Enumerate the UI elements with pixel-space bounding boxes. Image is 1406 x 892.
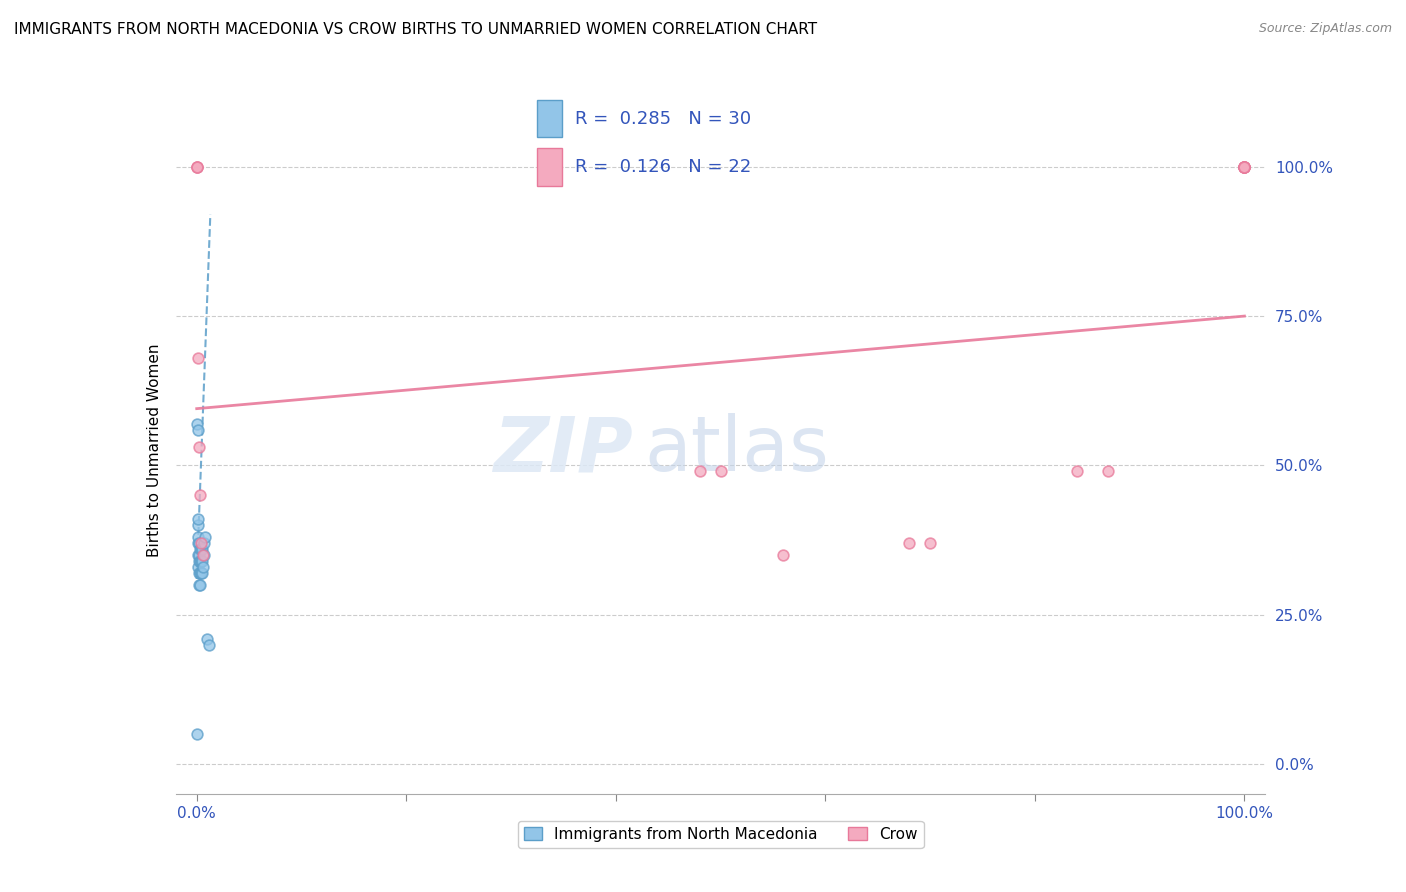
- Immigrants from North Macedonia: [188, 554, 211, 568]
- Crow: [1233, 160, 1256, 174]
- Immigrants from North Macedonia: [190, 554, 212, 568]
- Text: IMMIGRANTS FROM NORTH MACEDONIA VS CROW BIRTHS TO UNMARRIED WOMEN CORRELATION CH: IMMIGRANTS FROM NORTH MACEDONIA VS CROW …: [14, 22, 817, 37]
- Crow: [186, 160, 208, 174]
- Immigrants from North Macedonia: [187, 548, 209, 562]
- Immigrants from North Macedonia: [195, 632, 218, 646]
- Immigrants from North Macedonia: [187, 566, 209, 580]
- Crow: [772, 548, 794, 562]
- Immigrants from North Macedonia: [191, 541, 214, 556]
- Immigrants from North Macedonia: [188, 566, 211, 580]
- Immigrants from North Macedonia: [198, 638, 221, 652]
- Immigrants from North Macedonia: [187, 423, 209, 437]
- Crow: [1233, 160, 1256, 174]
- Crow: [186, 160, 208, 174]
- Immigrants from North Macedonia: [191, 566, 214, 580]
- Text: atlas: atlas: [644, 414, 830, 487]
- Crow: [1233, 160, 1256, 174]
- Y-axis label: Births to Unmarried Women: Births to Unmarried Women: [146, 343, 162, 558]
- Immigrants from North Macedonia: [187, 548, 209, 562]
- Immigrants from North Macedonia: [191, 560, 214, 574]
- Immigrants from North Macedonia: [187, 518, 209, 533]
- Immigrants from North Macedonia: [188, 578, 211, 592]
- Crow: [1233, 160, 1256, 174]
- Crow: [187, 441, 209, 455]
- Crow: [190, 536, 212, 550]
- Immigrants from North Macedonia: [190, 541, 212, 556]
- Crow: [1233, 160, 1256, 174]
- Crow: [186, 160, 208, 174]
- Immigrants from North Macedonia: [187, 530, 209, 544]
- Immigrants from North Macedonia: [187, 536, 209, 550]
- Crow: [689, 464, 711, 478]
- Crow: [898, 536, 921, 550]
- Immigrants from North Macedonia: [187, 536, 209, 550]
- Immigrants from North Macedonia: [187, 554, 209, 568]
- Immigrants from North Macedonia: [187, 578, 209, 592]
- Immigrants from North Macedonia: [190, 566, 212, 580]
- Immigrants from North Macedonia: [186, 727, 208, 741]
- Crow: [187, 351, 209, 365]
- Crow: [1097, 464, 1119, 478]
- Crow: [920, 536, 942, 550]
- Immigrants from North Macedonia: [193, 548, 215, 562]
- Text: R =  0.126   N = 22: R = 0.126 N = 22: [575, 159, 751, 177]
- Legend: Immigrants from North Macedonia, Crow: Immigrants from North Macedonia, Crow: [517, 821, 924, 848]
- Immigrants from North Macedonia: [187, 560, 209, 574]
- Text: R =  0.285   N = 30: R = 0.285 N = 30: [575, 111, 751, 128]
- Immigrants from North Macedonia: [193, 536, 215, 550]
- Bar: [537, 148, 562, 186]
- Immigrants from North Macedonia: [186, 417, 208, 431]
- Crow: [1066, 464, 1088, 478]
- Crow: [709, 464, 731, 478]
- Crow: [191, 548, 214, 562]
- Text: Source: ZipAtlas.com: Source: ZipAtlas.com: [1258, 22, 1392, 36]
- Text: ZIP: ZIP: [494, 414, 633, 487]
- Immigrants from North Macedonia: [194, 530, 217, 544]
- Bar: [537, 100, 562, 137]
- Crow: [188, 488, 211, 502]
- Immigrants from North Macedonia: [191, 554, 214, 568]
- Immigrants from North Macedonia: [188, 541, 211, 556]
- Crow: [1233, 160, 1256, 174]
- Immigrants from North Macedonia: [187, 512, 209, 526]
- Crow: [1233, 160, 1256, 174]
